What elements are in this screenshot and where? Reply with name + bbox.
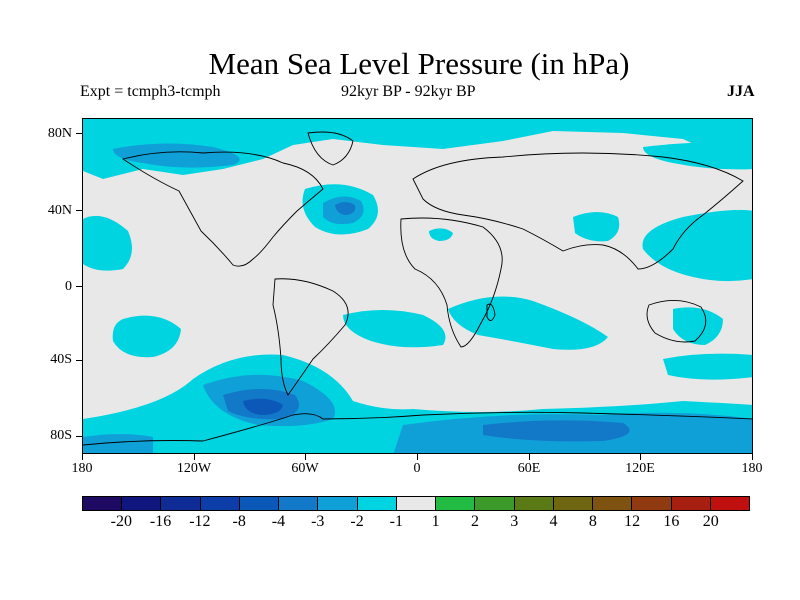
experiment-label: Expt = tcmph3-tcmph bbox=[80, 83, 221, 100]
ytick-40n bbox=[76, 210, 82, 211]
colorbar-box-0 bbox=[83, 497, 123, 510]
colorbar-label: -16 bbox=[149, 513, 172, 530]
med-anomaly bbox=[429, 228, 453, 241]
colorbar-box-3 bbox=[200, 497, 240, 510]
colorbar-box-5 bbox=[279, 497, 319, 510]
colorbar-label: -3 bbox=[311, 513, 325, 530]
xlabel-60w: 60W bbox=[291, 461, 319, 476]
ytick-0 bbox=[76, 286, 82, 287]
map-panel bbox=[82, 118, 753, 454]
sepacific-anomaly bbox=[112, 315, 181, 358]
ylabel-40n: 40N bbox=[47, 203, 72, 218]
ylabel-0: 0 bbox=[65, 279, 72, 294]
ytick-80s bbox=[76, 436, 82, 437]
colorbar-box-1 bbox=[122, 497, 162, 510]
madagascar-coast bbox=[486, 303, 496, 321]
xtick-60w bbox=[305, 454, 306, 460]
xtick-0 bbox=[417, 454, 418, 460]
xlabel-60e: 60E bbox=[517, 461, 541, 476]
colorbar-label: -12 bbox=[189, 513, 211, 530]
colorbar-box-2 bbox=[161, 497, 201, 510]
colorbar-label: -2 bbox=[350, 513, 364, 530]
colorbar-label: 3 bbox=[510, 513, 519, 530]
tasman-anomaly bbox=[663, 353, 752, 380]
colorbar-label: 16 bbox=[663, 513, 680, 530]
npacific-anomaly bbox=[83, 215, 132, 271]
ylabel-80s: 80S bbox=[50, 428, 72, 443]
eurasia-coast bbox=[412, 152, 744, 270]
colorbar-box-14 bbox=[632, 497, 672, 510]
greenland-coast bbox=[307, 131, 354, 166]
north-america-coast bbox=[121, 151, 324, 267]
colorbar-box-7 bbox=[357, 497, 397, 510]
ross-anomaly bbox=[83, 434, 153, 453]
colorbar-label: 20 bbox=[702, 513, 719, 530]
australia-anomaly bbox=[673, 307, 723, 345]
satlantic-anomaly bbox=[343, 310, 446, 348]
colorbar-label: 8 bbox=[588, 513, 597, 530]
xlabel-180e: 180 bbox=[741, 461, 763, 476]
colorbar-box-11 bbox=[514, 497, 554, 510]
xtick-120w bbox=[194, 454, 195, 460]
indian-anomaly bbox=[448, 296, 608, 350]
period-label: 92kyr BP - 92kyr BP bbox=[341, 83, 476, 100]
colorbar bbox=[82, 496, 750, 511]
south-america-coast bbox=[272, 278, 349, 396]
colorbar-box-10 bbox=[475, 497, 515, 510]
ytick-40s bbox=[76, 360, 82, 361]
colorbar-box-8 bbox=[396, 497, 437, 510]
colorbar-box-6 bbox=[318, 497, 358, 510]
season-label: JJA bbox=[727, 83, 755, 100]
ytick-80n bbox=[76, 133, 82, 134]
colorbar-box-13 bbox=[593, 497, 633, 510]
colorbar-label: -1 bbox=[389, 513, 403, 530]
coastlines bbox=[83, 131, 752, 446]
colorbar-label: -4 bbox=[271, 513, 286, 530]
ylabel-40s: 40S bbox=[50, 352, 72, 367]
ylabel-80n: 80N bbox=[47, 126, 72, 141]
xtick-180e bbox=[752, 454, 753, 460]
pressure-anomaly-map bbox=[83, 119, 752, 453]
arctic-anomaly-mid bbox=[113, 143, 240, 168]
xlabel-180w: 180 bbox=[71, 461, 93, 476]
xlabel-120e: 120E bbox=[625, 461, 655, 476]
tibet-anomaly bbox=[573, 212, 620, 242]
colorbar-box-12 bbox=[553, 497, 594, 510]
africa-coast bbox=[400, 217, 503, 348]
antarctic-anomaly-deep bbox=[483, 420, 630, 442]
colorbar-label: -20 bbox=[110, 513, 132, 530]
colorbar-box-4 bbox=[239, 497, 280, 510]
siberia-anomaly bbox=[643, 142, 752, 170]
arctic-anomaly bbox=[83, 119, 752, 179]
xlabel-120w: 120W bbox=[176, 461, 212, 476]
colorbar-label: 12 bbox=[624, 513, 641, 530]
plot-title: Mean Sea Level Pressure (in hPa) bbox=[208, 46, 630, 81]
colorbar-box-16 bbox=[710, 497, 749, 510]
natlantic-anomaly-deep bbox=[335, 202, 356, 215]
colorbar-label: -8 bbox=[232, 513, 246, 530]
xlabel-0: 0 bbox=[413, 461, 421, 476]
xtick-180w bbox=[82, 454, 83, 460]
colorbar-label: 2 bbox=[470, 513, 479, 530]
xtick-60e bbox=[529, 454, 530, 460]
southern-anomaly-deepest bbox=[243, 398, 283, 415]
xtick-120e bbox=[640, 454, 641, 460]
colorbar-box-9 bbox=[436, 497, 476, 510]
colorbar-box-15 bbox=[671, 497, 711, 510]
colorbar-label: 1 bbox=[431, 513, 440, 530]
colorbar-label: 4 bbox=[549, 513, 558, 530]
antarctica-coast bbox=[83, 411, 752, 446]
australia-coast bbox=[646, 300, 707, 343]
wpacific-anomaly bbox=[642, 209, 752, 282]
